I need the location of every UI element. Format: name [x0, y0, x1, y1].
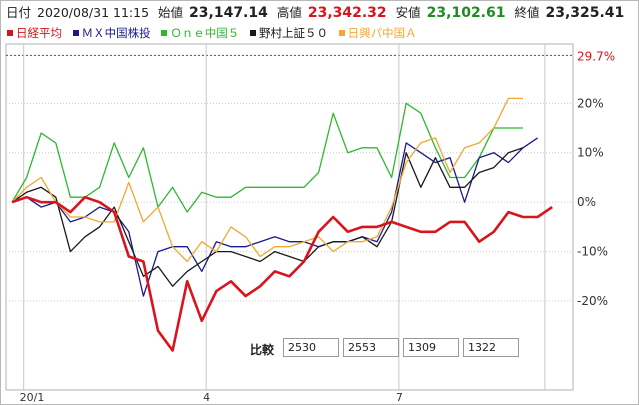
y-tick-label: -20%	[577, 294, 608, 308]
compare-label: 比較	[250, 343, 275, 357]
series-line	[11, 147, 524, 287]
x-tick-label: 4	[203, 391, 210, 404]
legend-item-nikko[interactable]: 日興パ中国Ａ	[338, 25, 417, 41]
legend-label: ＭＸ中国株投	[81, 26, 151, 40]
high-label: 高値	[276, 5, 302, 20]
max-marker-label: 29.7%	[577, 49, 615, 63]
high-value: 23,342.32	[307, 5, 387, 21]
legend-swatch	[338, 29, 345, 36]
series-line	[11, 195, 553, 352]
compare-input-3[interactable]	[403, 338, 459, 357]
legend-label: 日興パ中国Ａ	[347, 26, 417, 40]
legend-label: Ｏｎｅ中国５	[170, 26, 240, 40]
x-tick-label: 7	[396, 391, 403, 404]
compare-input-4[interactable]	[463, 338, 519, 357]
series-line	[11, 102, 523, 213]
plot-area	[5, 43, 574, 391]
series-line	[11, 137, 538, 297]
close-label: 終値	[514, 5, 540, 20]
compare-input-2[interactable]	[343, 338, 399, 357]
legend-swatch	[7, 29, 13, 36]
series-line	[11, 97, 523, 263]
legend-item-mx-china[interactable]: ＭＸ中国株投	[72, 25, 151, 41]
open-value: 23,147.14	[189, 5, 268, 21]
legend-label: 日経平均	[16, 26, 62, 40]
y-tick-label: 20%	[577, 96, 604, 110]
chart-legend: 日経平均 ＭＸ中国株投 Ｏｎｅ中国５ 野村上証５０ 日興パ中国Ａ	[7, 25, 424, 41]
y-tick-label: 0%	[577, 195, 596, 209]
legend-swatch	[72, 29, 79, 36]
low-label: 安値	[395, 5, 421, 20]
legend-swatch	[161, 29, 168, 36]
y-tick-label: -10%	[577, 245, 608, 259]
legend-label: 野村上証５０	[258, 26, 328, 40]
date-label: 日付	[6, 5, 32, 20]
y-tick-label: 10%	[577, 146, 604, 160]
legend-swatch	[249, 29, 256, 36]
legend-item-nikkei[interactable]: 日経平均	[7, 25, 62, 41]
legend-item-nomura[interactable]: 野村上証５０	[249, 25, 328, 41]
compare-input-1[interactable]	[283, 338, 339, 357]
quote-header: 日付 2020/08/31 11:15 始値 23,147.14 高値 23,3…	[6, 3, 629, 23]
date-value: 2020/08/31 11:15	[37, 5, 150, 20]
close-value: 23,325.41	[545, 5, 625, 21]
open-label: 始値	[158, 5, 184, 20]
x-tick-label: 20/1	[20, 391, 45, 404]
low-value: 23,102.61	[426, 5, 506, 21]
legend-item-one-china[interactable]: Ｏｎｅ中国５	[161, 25, 239, 41]
